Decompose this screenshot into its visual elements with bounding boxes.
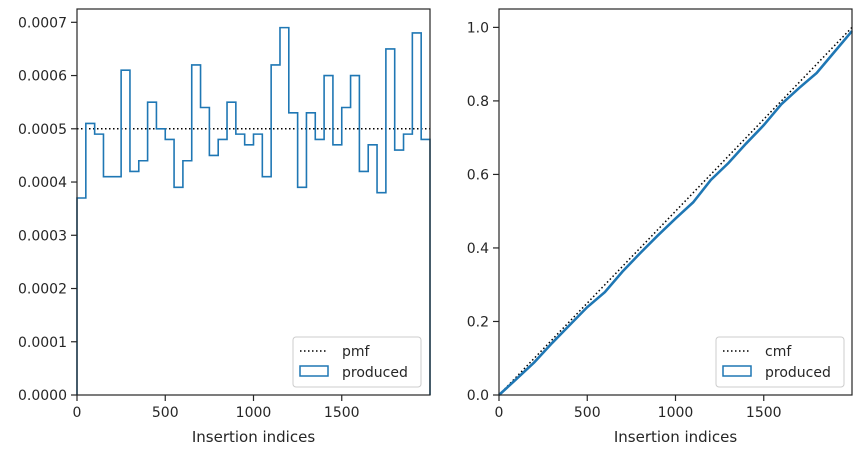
cmf-panel: 0 500 1000 1500 0.0 0.2 0.4 0.6 0.8 1.0 Insertion… [467, 8, 853, 446]
cmf-legend-produced-swatch [722, 365, 752, 377]
cmf-legend-box [715, 336, 845, 388]
cmf-x-tick-label: 1000 [658, 405, 694, 421]
pmf-x-tick-label: 500 [152, 405, 179, 421]
pmf-tick-layer: 0 500 1000 1500 0.0000 0.0001 0.0002 0.0003 0.00… [18, 15, 360, 421]
pmf-legend-produced-label: produced [342, 365, 408, 381]
pmf-legend-reference-label: pmf [342, 344, 371, 360]
pmf-legend: pmf produced [292, 336, 422, 388]
cmf-x-tick-label: 1500 [746, 405, 782, 421]
cmf-y-tick-label: 0.0 [467, 388, 489, 404]
cmf-x-axis-label: Insertion indices [614, 428, 737, 446]
pmf-panel: 0 500 1000 1500 0.0000 0.0001 0.0002 0.0003 0.00… [18, 8, 431, 446]
cmf-plot-layer [498, 26, 853, 396]
cmf-legend: cmf produced [715, 336, 845, 388]
pmf-y-tick-label: 0.0007 [18, 15, 67, 31]
pmf-y-tick-label: 0.0004 [18, 175, 67, 191]
cmf-y-tick-label: 1.0 [467, 20, 489, 36]
pmf-y-tick-label: 0.0000 [18, 388, 67, 404]
cmf-reference-line [498, 26, 853, 396]
pmf-legend-box [292, 336, 422, 388]
pmf-x-axis-label: Insertion indices [192, 428, 315, 446]
cmf-produced-series [498, 30, 853, 396]
pmf-legend-produced-swatch [299, 365, 329, 377]
pmf-x-tick-label: 1000 [236, 405, 272, 421]
pmf-y-tick-label: 0.0005 [18, 122, 67, 138]
pmf-x-tick-label: 1500 [324, 405, 360, 421]
pmf-y-tick-label: 0.0002 [18, 282, 67, 298]
pmf-plot-layer [76, 26, 431, 395]
cmf-y-tick-label: 0.2 [467, 314, 489, 330]
cmf-x-tick-label: 0 [495, 405, 504, 421]
pmf-y-tick-label: 0.0001 [18, 335, 67, 351]
cmf-y-tick-label: 0.8 [467, 94, 489, 110]
cmf-tick-layer: 0 500 1000 1500 0.0 0.2 0.4 0.6 0.8 1.0 [467, 20, 782, 421]
pmf-x-tick-label: 0 [73, 405, 82, 421]
cmf-x-tick-label: 500 [574, 405, 601, 421]
pmf-y-tick-label: 0.0006 [18, 69, 67, 85]
cmf-y-tick-label: 0.4 [467, 241, 489, 257]
cmf-legend-reference-label: cmf [765, 344, 792, 360]
cmf-y-tick-label: 0.6 [467, 167, 489, 183]
pmf-y-tick-label: 0.0003 [18, 228, 67, 244]
cmf-legend-produced-label: produced [765, 365, 831, 381]
pmf-produced-series [76, 26, 431, 395]
